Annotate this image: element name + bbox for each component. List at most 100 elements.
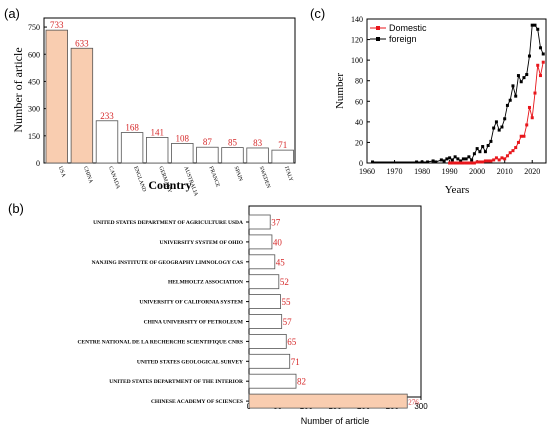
series-domestic-point [467,161,471,165]
series-foreign-point [486,144,490,148]
series-domestic-point [525,123,529,127]
series-domestic-point [536,63,540,67]
y-tick-label: 150 [28,132,40,141]
x-tick-label: 2010 [497,167,513,176]
series-foreign-point [494,120,498,124]
bar [221,147,244,164]
bar-value-label: 87 [203,137,213,147]
x-tick-label: 1960 [359,167,375,176]
series-foreign-point [426,160,430,164]
panel-label-c: (c) [310,6,325,21]
series-domestic-point [538,74,542,78]
series-domestic-point [519,134,523,138]
bar [248,294,281,310]
bar [248,254,276,270]
series-domestic-point [486,159,490,163]
bar [248,314,283,329]
y-tick-label: 750 [28,23,40,32]
bar [248,393,408,409]
bar-value-label: 37 [271,218,281,228]
series-foreign-point [483,150,487,154]
series-foreign-point [459,159,463,163]
bar-value-label: 71 [291,357,300,367]
chart-c-ticks: 1960 1970 1980 1990 2000 2010 2020 0 20 40 60 80 100… [351,15,540,176]
series-foreign-point [508,98,512,102]
bar-value-label: 83 [253,138,263,148]
x-tick-label: 1990 [442,167,458,176]
bar-value-label: 108 [176,133,190,143]
chart-c-legend: Domestic foreign [370,23,427,44]
series-foreign-point [519,80,523,84]
x-category-label: ENGLAND [132,166,147,193]
series-domestic-point [483,159,487,163]
x-category-label: USA [57,166,66,178]
x-tick-label: 2020 [524,167,540,176]
series-domestic-point [516,140,520,144]
series-domestic-point [453,161,457,165]
series-domestic-point [456,161,460,165]
chart-b-bars: UNITED STATES DEPARTMENT OF AGRICULTURE … [77,214,419,409]
series-domestic-point [492,158,496,162]
panel-label-a: (a) [4,6,20,21]
series-domestic-point [470,161,474,165]
x-tick-label: 1980 [414,167,430,176]
series-domestic-point [448,161,452,165]
series-foreign-point [450,158,454,162]
legend-foreign-label: foreign [389,34,417,44]
series-foreign-point [527,54,531,58]
series-domestic-point [450,161,454,165]
chart-c-y-axis-label: Number [334,73,346,109]
series-foreign-point [470,158,474,162]
series-domestic-point [503,157,507,161]
series-domestic-point [505,154,509,158]
series-foreign-point [497,128,501,132]
series-foreign-point [431,159,435,163]
bar-value-label: 57 [283,317,293,327]
y-category-label: UNITED STATES DEPARTMENT OF THE INTERIOR [109,379,244,385]
chart-b-x-axis-label: Number of article [301,416,370,426]
series-domestic-point [541,60,545,64]
y-tick-label: 120 [351,36,363,45]
bar [171,143,194,164]
bar-value-label: 276 [408,399,419,407]
series-foreign-point [420,160,424,164]
y-category-label: CENTRE NATIONAL DE LA RECHERCHE SCIENTIF… [77,339,243,345]
series-foreign-point [478,150,482,154]
series-foreign-point [541,52,545,56]
series-domestic-point [497,158,501,162]
bar-value-label: 82 [297,377,306,387]
legend-domestic-marker [376,26,380,30]
series-domestic-point [522,134,526,138]
y-category-label: HELMHOLTZ ASSOCIATION [168,280,243,286]
bar [271,149,294,164]
series-domestic-line [449,62,544,164]
bar-value-label: 733 [50,20,64,30]
series-foreign-point [511,84,515,88]
series-foreign-point [514,94,518,98]
bar-value-label: 45 [276,257,286,267]
series-foreign-point [442,159,446,163]
bar [248,274,280,290]
legend-domestic-label: Domestic [389,23,427,33]
bar [196,146,219,164]
series-domestic-point [494,156,498,160]
bar [248,333,287,349]
series-foreign-point [489,139,493,143]
y-category-label: UNIVERSITY OF CALIFORNIA SYSTEM [139,300,243,306]
series-foreign-point [434,160,438,164]
series-foreign-point [453,155,457,159]
chart-a-frame [43,17,296,164]
series-foreign-point [371,160,375,164]
series-foreign-point [461,157,465,161]
series-domestic-point [459,161,463,165]
series-domestic-point [478,160,482,164]
series-foreign-point [536,27,540,31]
x-category-label: SWEDEN [258,166,271,190]
series-domestic-point [461,161,465,165]
series-foreign-point [492,126,496,130]
x-category-label: ITALY [283,166,294,183]
y-category-label: UNITED STATES GEOLOGICAL SURVEY [137,359,243,365]
series-domestic-point [514,146,518,150]
series-domestic-point [527,105,531,109]
